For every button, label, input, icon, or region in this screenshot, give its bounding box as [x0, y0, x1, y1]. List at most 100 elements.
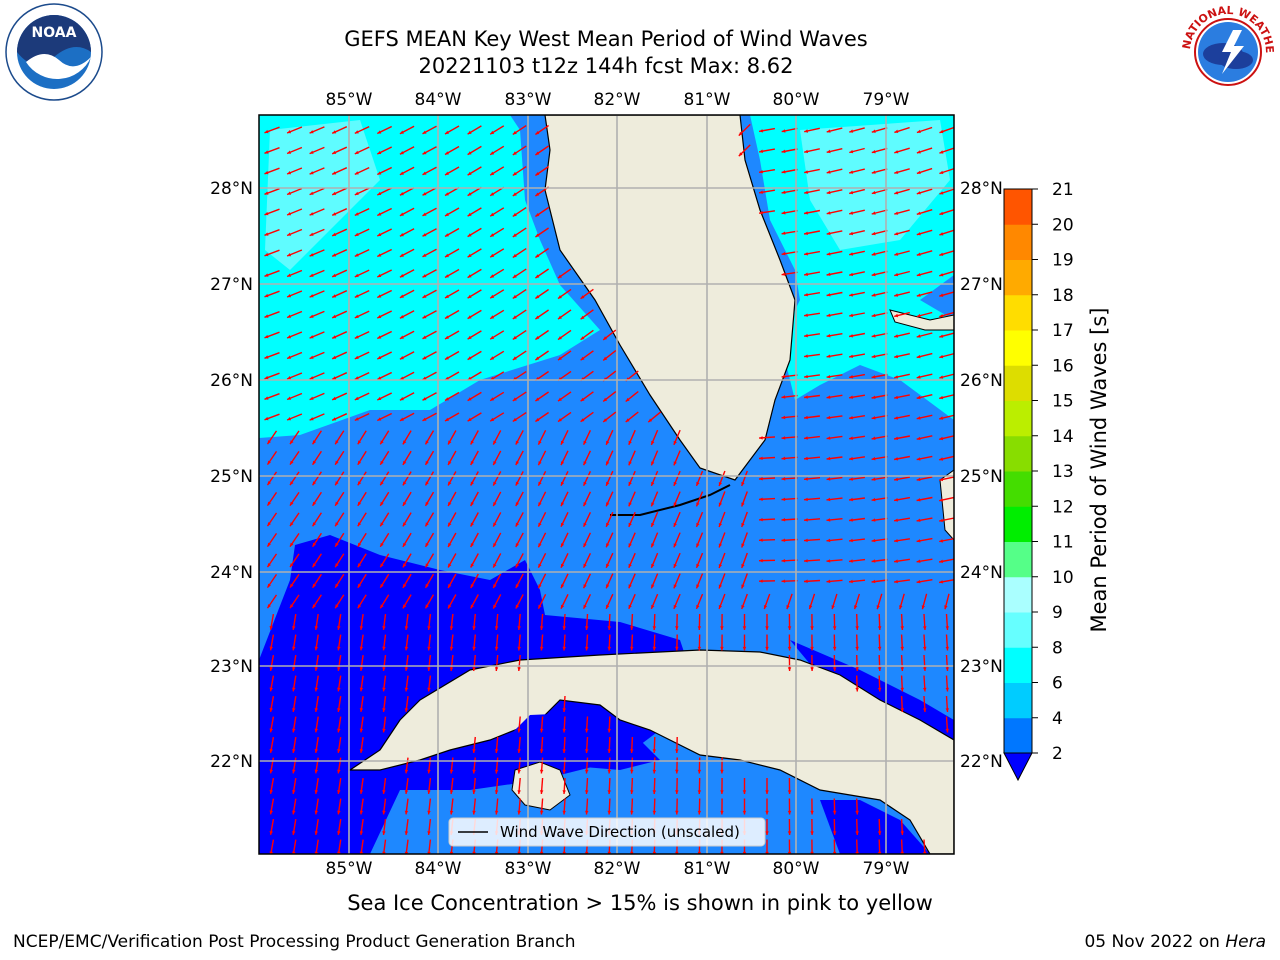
wind-arrow-head: [332, 417, 337, 421]
wind-arrow-head: [314, 831, 318, 835]
wind-arrow-head: [377, 335, 382, 339]
wind-arrow-head: [264, 375, 269, 380]
wind-arrow-head: [849, 436, 853, 440]
wind-arrow-head: [449, 667, 454, 671]
wind-arrow-head: [916, 313, 921, 318]
wind-arrow-head: [877, 626, 882, 630]
colorbar-tick-label: 6: [1052, 674, 1063, 694]
wind-arrow-head: [535, 192, 540, 196]
wind-arrow-head: [494, 626, 499, 630]
lat-label: 27°N: [960, 275, 1003, 295]
wind-arrow-head: [759, 579, 763, 583]
wind-arrow-head: [490, 315, 495, 319]
wind-arrow-head: [290, 522, 294, 527]
footer-organization: NCEP/EMC/Verification Post Processing Pr…: [13, 932, 576, 952]
wind-arrow-head: [855, 626, 859, 630]
wind-arrow-head: [826, 477, 831, 481]
wind-arrow-head: [787, 667, 792, 671]
wind-arrow-head: [380, 481, 384, 486]
wind-arrow-head: [399, 171, 404, 175]
wind-arrow-head: [332, 212, 337, 216]
wind-arrow-head: [314, 687, 318, 692]
wind-arrow-head: [583, 563, 587, 568]
lon-labels-bottom: 85°W 84°W 83°W 82°W 81°W 80°W 79°W: [326, 859, 910, 879]
wind-arrow-head: [470, 563, 474, 568]
wind-arrow-head: [377, 212, 382, 216]
wind-arrow-head: [337, 810, 341, 815]
wind-arrow-head: [309, 191, 314, 195]
wind-arrow-head: [583, 481, 587, 486]
wind-arrow-head: [916, 252, 921, 256]
wind-arrow-head: [849, 211, 854, 215]
wind-arrow-head: [312, 542, 316, 547]
wind-arrow-head: [696, 563, 700, 568]
wind-arrow-head: [900, 646, 904, 651]
wind-arrow-head: [720, 790, 724, 794]
wind-arrow-head: [517, 749, 521, 753]
wind-arrow-head: [675, 626, 679, 630]
wind-arrow-head: [425, 583, 429, 588]
wind-arrow-head: [515, 461, 519, 466]
wind-arrow-head: [515, 604, 519, 609]
wind-arrow-head: [765, 810, 769, 815]
wind-arrow-head: [675, 646, 679, 651]
wind-arrow-head: [269, 810, 273, 815]
wind-arrow-head: [538, 502, 542, 507]
wind-arrow-head: [871, 252, 876, 256]
wind-arrow-head: [562, 810, 566, 815]
wind-arrow-head: [765, 646, 769, 651]
wind-arrow-head: [696, 584, 700, 589]
wind-arrow-head: [445, 192, 449, 196]
wind-arrow-head: [894, 293, 899, 297]
wind-arrow-head: [467, 397, 472, 401]
wind-arrow-head: [399, 233, 404, 237]
wind-arrow-head: [494, 749, 499, 753]
wind-arrow-head: [939, 170, 944, 174]
wind-arrow-head: [804, 231, 808, 235]
colorbar-tick-label: 19: [1052, 251, 1074, 271]
wind-arrow-head: [826, 518, 831, 522]
wind-arrow-head: [720, 646, 724, 651]
lat-labels-left: 28°N 27°N 26°N 25°N 24°N 23°N 22°N: [210, 179, 253, 772]
wind-arrow-head: [493, 481, 497, 486]
wind-arrow-head: [515, 481, 519, 486]
wind-arrow-head: [312, 481, 316, 486]
wind-arrow-head: [871, 170, 876, 174]
wind-arrow-head: [493, 543, 497, 548]
lon-label: 81°W: [684, 90, 731, 110]
wind-arrow-head: [425, 440, 429, 445]
wind-arrow-head: [849, 497, 853, 502]
wind-arrow-head: [810, 667, 814, 671]
nws-logo: NATIONAL WEATHER SERVICE: [1174, 0, 1278, 102]
wind-arrow-head: [382, 728, 386, 733]
wind-arrow-head: [720, 810, 724, 815]
wind-arrow-head: [309, 150, 314, 154]
wind-arrow-head: [871, 293, 876, 297]
wind-arrow-head: [445, 274, 449, 278]
wind-arrow-head: [939, 395, 944, 400]
bahamas-island-south: [939, 469, 954, 541]
wind-arrow-head: [625, 418, 630, 422]
wind-arrow-head: [467, 294, 472, 299]
lat-label: 24°N: [960, 563, 1003, 583]
wind-arrow-head: [538, 584, 542, 589]
wind-arrow-head: [871, 313, 876, 318]
wind-arrow-head: [606, 563, 610, 568]
wind-arrow-head: [585, 790, 589, 794]
wind-arrow-head: [382, 831, 386, 835]
colorbar-segment: [1004, 682, 1032, 719]
wind-arrow-head: [380, 460, 384, 465]
wind-arrow-head: [267, 501, 271, 506]
wind-arrow-head: [470, 502, 474, 506]
wind-arrow-head: [894, 498, 898, 502]
wind-arrow-head: [585, 646, 589, 651]
wind-arrow-head: [512, 294, 517, 299]
wind-arrow-head: [402, 604, 407, 609]
wind-arrow-head: [804, 129, 809, 133]
wind-arrow-head: [359, 687, 364, 692]
wind-arrow-head: [759, 477, 763, 481]
colorbar-tick-label: 21: [1052, 180, 1074, 200]
wind-arrow-head: [517, 667, 521, 671]
wind-arrow-head: [337, 728, 341, 733]
wind-arrow-head: [583, 440, 587, 445]
